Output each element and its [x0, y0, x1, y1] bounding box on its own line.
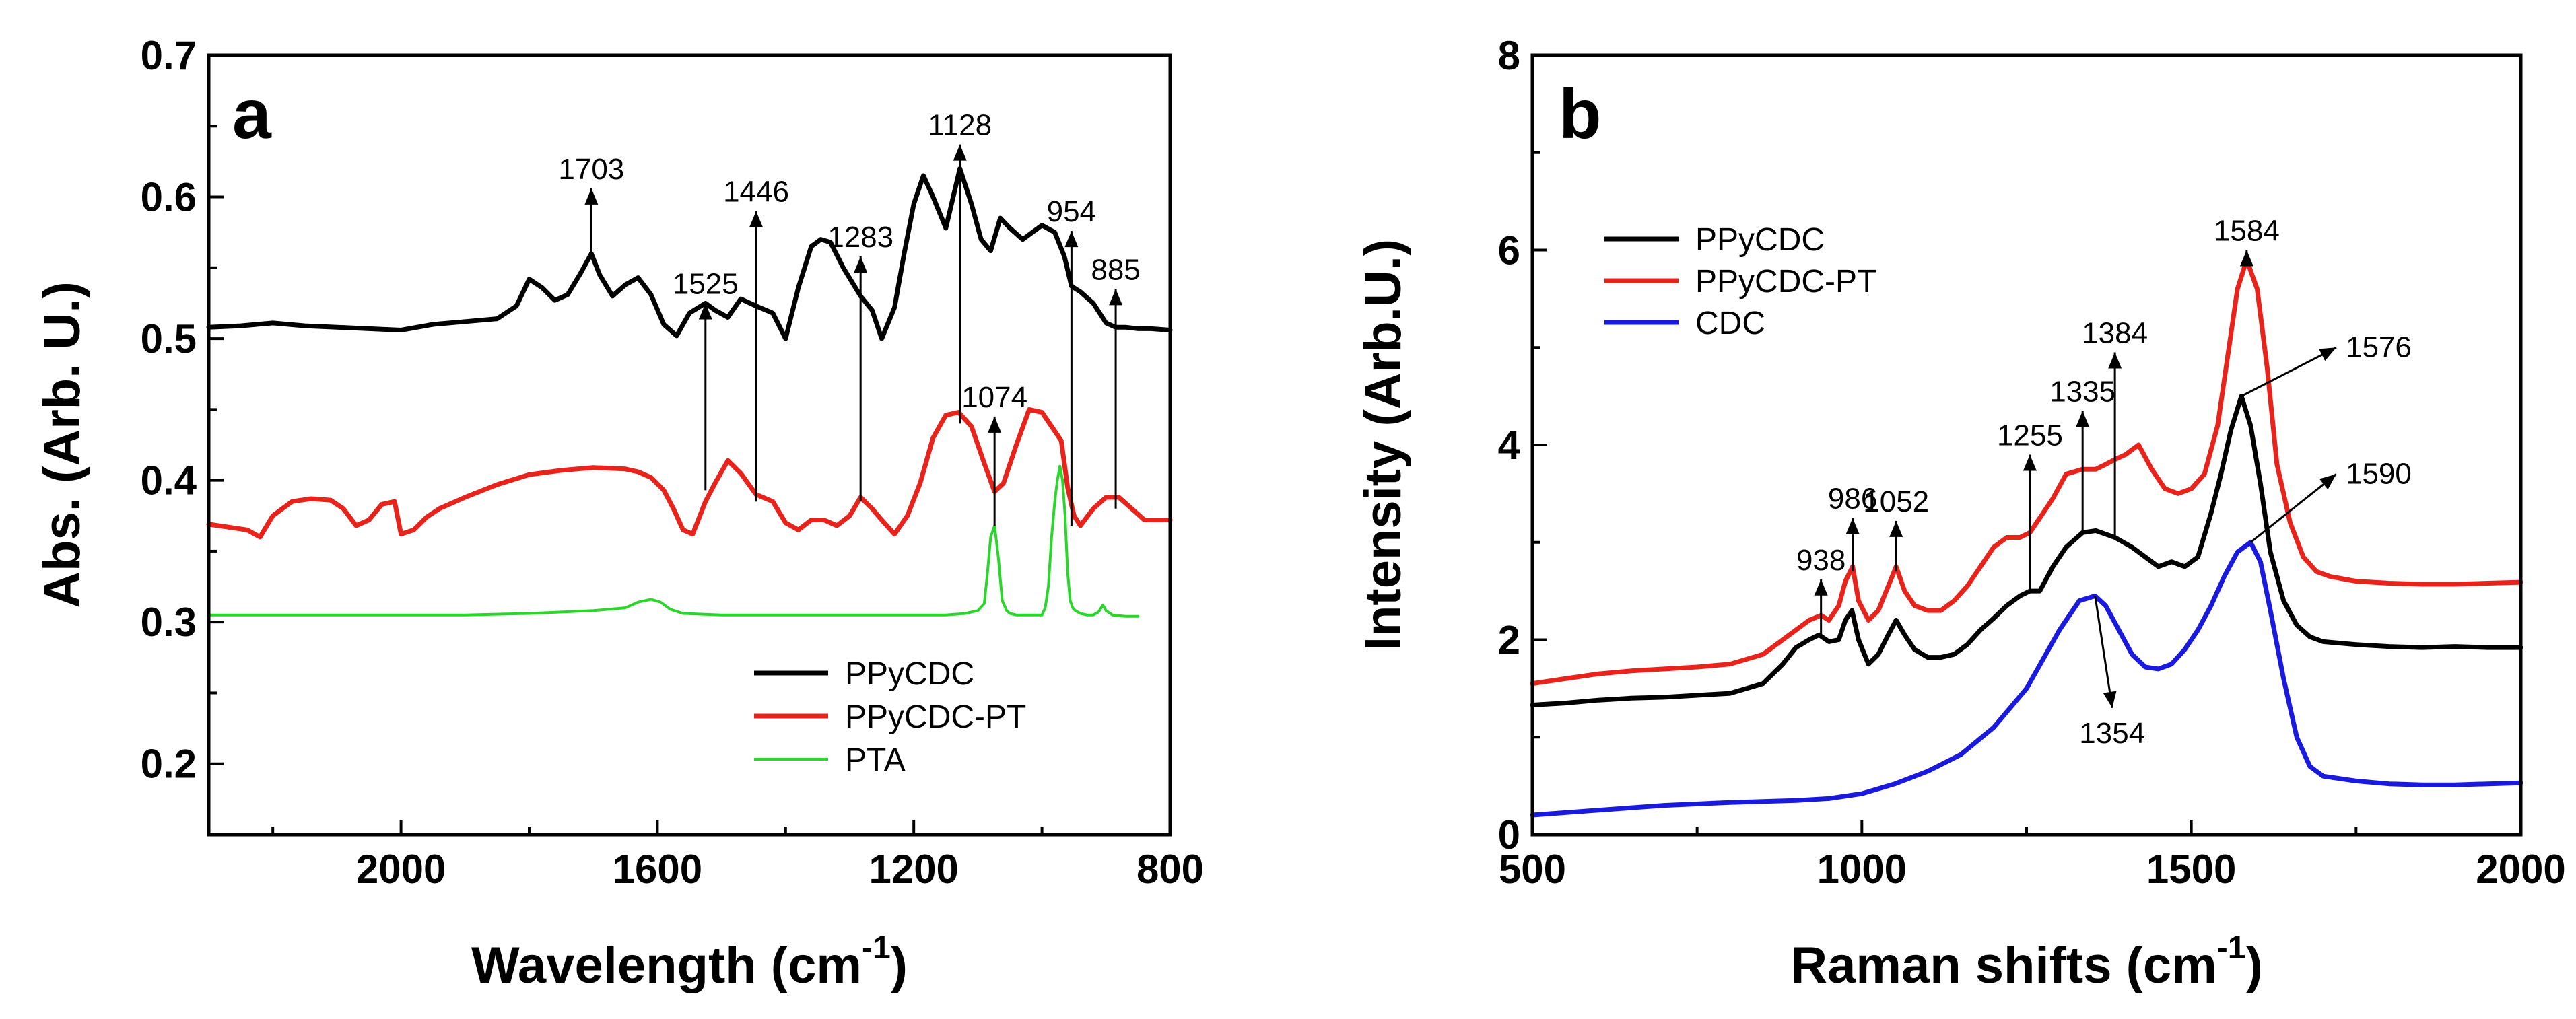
panel-b-annotation-label: 1052	[1863, 485, 1929, 518]
panel-b-annotation-arrow	[2241, 346, 2337, 397]
panel-b-annotation-arrowhead	[1889, 520, 1903, 537]
panel-b-legend: PPyCDC PPyCDC-PT CDC	[1604, 222, 1876, 341]
panel-b-chart: b 500 1000 1500 2000 0 2 4 6 8 Intensity (Arb.U.…	[1355, 33, 2566, 994]
panel-b-annotation-label: 1354	[2079, 717, 2145, 750]
panel-b-y-tick-label: 6	[1498, 228, 1520, 273]
panel-b-y-tick-label: 2	[1498, 618, 1520, 663]
panel-a-annotation-arrowhead	[988, 416, 1002, 433]
panel-a-x-tick-label: 800	[1137, 847, 1204, 892]
panel-b-annotation-arrowhead	[2108, 352, 2122, 369]
panel-b-annotation-arrowhead	[1814, 579, 1828, 596]
panel-b-x-axis-title-close: )	[2245, 937, 2262, 994]
panel-a-annotation-arrowhead	[749, 211, 764, 227]
panel-a-legend-label: PPyCDC-PT	[845, 699, 1026, 735]
panel-b-label: b	[1559, 75, 1602, 153]
panel-a-annotations: 1703 1525 1446 1283 1128 1074 954 885	[558, 109, 1141, 526]
panel-a-annotation-label: 1703	[558, 153, 624, 186]
panel-b-x-axis-title-main: Raman shifts (cm	[1790, 937, 2217, 994]
panel-b-y-tick-label: 4	[1498, 423, 1521, 468]
panel-a-y-tick-label: 0.2	[141, 742, 197, 787]
panel-a-annotation-arrowhead	[698, 303, 712, 320]
panel-a-chart: a 2000 1600 1200 800 0.2 0.3 0.4 0.5 0.6 0.7 Abs.…	[34, 33, 1204, 994]
panel-a-x-axis-title-main: Wavelength (cm	[471, 937, 862, 994]
panel-b-annotation-arrowhead	[2023, 454, 2037, 471]
panel-b-annotation-arrowhead	[1845, 518, 1860, 534]
panel-a-y-tick-label: 0.7	[141, 33, 197, 78]
panel-b-legend-label: PPyCDC-PT	[1695, 264, 1876, 300]
panel-a-label: a	[232, 75, 272, 153]
panel-b-annotation-label: 1576	[2346, 330, 2412, 363]
panel-b-annotation-label: 1335	[2049, 375, 2115, 408]
panel-b-x-tick-label: 500	[1499, 847, 1566, 892]
panel-b-annotation-label: 1384	[2082, 316, 2148, 349]
panel-b-y-axis-title: Intensity (Arb.U.)	[1355, 239, 1412, 651]
panel-a-annotation-label: 885	[1091, 253, 1140, 286]
panel-b-annotation-arrowhead	[2319, 474, 2336, 490]
panel-a-ticks: 2000 1600 1200 800 0.2 0.3 0.4 0.5 0.6 0.7	[141, 33, 1204, 892]
panel-a-x-axis-title-close: )	[891, 937, 908, 994]
panel-b-ticks: 500 1000 1500 2000 0 2 4 6 8	[1498, 33, 2566, 892]
panel-b-annotation-label: 1584	[2214, 215, 2280, 248]
panel-b-annotation-label: 1590	[2346, 457, 2412, 490]
panel-b-legend-label: CDC	[1695, 306, 1765, 341]
panel-a-y-tick-label: 0.6	[141, 175, 197, 220]
panel-b-series-ppycdc	[1530, 394, 2523, 707]
panel-b-y-tick-label: 0	[1498, 812, 1520, 857]
panel-a-annotation-arrowhead	[1064, 231, 1079, 248]
panel-a-x-axis-title-sup: -1	[862, 930, 891, 966]
panel-b-x-tick-label: 2000	[2476, 847, 2565, 892]
panel-b-annotation-arrowhead	[2319, 347, 2336, 361]
panel-a-x-tick-label: 1600	[613, 847, 702, 892]
panel-b-annotation-arrow	[2249, 473, 2337, 543]
panel-b-x-tick-label: 1000	[1817, 847, 1907, 892]
panel-a-y-tick-label: 0.4	[141, 458, 197, 503]
panel-a-legend-label: PTA	[845, 742, 906, 778]
panel-a-annotation-label: 1446	[723, 176, 789, 209]
panel-b-legend-label: PPyCDC	[1695, 222, 1825, 258]
panel-a-annotation-arrowhead	[953, 144, 967, 161]
panel-a-legend-label: PPyCDC	[845, 656, 974, 692]
panel-a-series-ppycdc	[206, 166, 1173, 341]
panel-b-annotation-arrowhead	[2103, 691, 2117, 708]
panel-a-annotation-label: 1074	[961, 381, 1027, 414]
panel-a-series-ppycdc-pt	[206, 407, 1173, 540]
panel-a-annotation-label: 1525	[673, 267, 739, 300]
panel-b-annotation-arrow	[2094, 596, 2113, 709]
panel-b-series-cdc	[1530, 540, 2523, 818]
panel-b-annotation-arrowhead	[2239, 250, 2253, 267]
panel-b-x-axis-title-sup: -1	[2217, 930, 2246, 966]
panel-a-annotation-arrowhead	[584, 188, 599, 205]
panel-a-x-axis-title: Wavelength (cm-1)	[471, 930, 908, 994]
panel-b-annotation-label: 1255	[1997, 419, 2063, 452]
panel-a-annotation-label: 954	[1047, 195, 1096, 228]
panel-a-y-axis-title: Abs. (Arb. U.)	[34, 281, 91, 608]
panel-a-series-pta	[207, 464, 1140, 618]
panel-a-x-tick-label: 1200	[869, 847, 958, 892]
panel-a-y-tick-label: 0.3	[141, 600, 197, 645]
panel-a-legend: PPyCDC PPyCDC-PT PTA	[754, 656, 1026, 778]
panel-b-x-axis-title: Raman shifts (cm-1)	[1790, 930, 2263, 994]
panel-a-annotation-arrowhead	[1109, 289, 1123, 306]
panel-a-x-tick-label: 2000	[356, 847, 446, 892]
panel-b-annotation-label: 986	[1828, 483, 1877, 516]
panel-b-x-tick-label: 1500	[2146, 847, 2236, 892]
panel-a-annotation-label: 1283	[827, 221, 893, 254]
panel-a-annotation-label: 1128	[928, 109, 992, 142]
panel-a-plot	[206, 166, 1173, 618]
panel-a-annotation-arrowhead	[854, 256, 868, 273]
panel-b-annotation-label: 938	[1796, 544, 1845, 577]
panel-b-annotation-arrowhead	[2076, 411, 2090, 427]
panel-a-plot-frame	[207, 53, 1172, 837]
panel-b-y-tick-label: 8	[1498, 33, 1520, 78]
panel-a-y-tick-label: 0.5	[141, 316, 197, 361]
